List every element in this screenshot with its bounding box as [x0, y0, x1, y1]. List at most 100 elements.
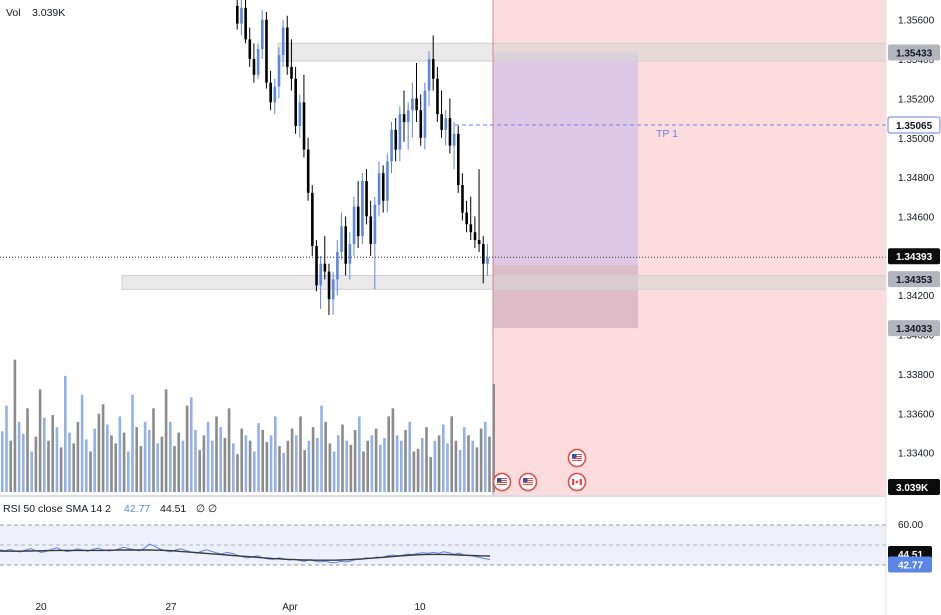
volume-bar [110, 435, 113, 492]
volume-bar [433, 440, 437, 492]
candle-body [365, 181, 368, 217]
volume-bar [400, 440, 403, 492]
us-flag-icon[interactable] [518, 472, 538, 492]
volume-bar [320, 405, 323, 492]
price-tick-label: 1.33800 [898, 370, 935, 381]
candle-body [482, 244, 485, 264]
volume-bar [152, 408, 155, 492]
us-flag-icon[interactable] [567, 448, 587, 468]
volume-bar [34, 436, 38, 492]
volume-bar [118, 416, 122, 492]
candle-body [390, 129, 393, 162]
volume-bar [160, 436, 164, 492]
volume-bar [370, 435, 374, 492]
volume-bar [80, 394, 84, 492]
candle-body [348, 244, 352, 264]
volume-bar [328, 443, 332, 492]
volume-bar [227, 408, 231, 492]
candle-body [281, 27, 285, 56]
volume-bar [181, 440, 185, 492]
us-flag-icon[interactable] [492, 472, 512, 492]
supply-zone[interactable] [277, 42, 887, 62]
volume-bar [135, 427, 138, 492]
candle-body [369, 216, 373, 245]
candle-body [269, 82, 272, 103]
candle-body [290, 66, 293, 79]
volume-bar [408, 421, 411, 492]
candle-body [386, 161, 389, 201]
time-tick-label: Apr [282, 602, 298, 613]
volume-bar [143, 421, 147, 492]
volume-bar [173, 446, 176, 492]
volume-bar [68, 432, 71, 492]
candle-body [323, 263, 327, 272]
vol-label: Vol [6, 7, 21, 19]
target-zone[interactable] [493, 52, 638, 266]
volume-bar [236, 454, 239, 492]
volume-bar [5, 405, 8, 492]
svg-text:42.77: 42.77 [898, 561, 923, 572]
candle-body [252, 59, 256, 75]
price-tick-label: 1.35600 [898, 16, 935, 27]
candle-body [311, 192, 314, 246]
volume-bar [290, 428, 294, 493]
volume-bar [450, 416, 453, 492]
volume-bar [337, 435, 340, 492]
volume-bar [416, 448, 420, 492]
volume-bar [47, 440, 50, 492]
volume-bar [139, 446, 143, 492]
candle-body [477, 240, 481, 245]
svg-text:1.34353: 1.34353 [896, 275, 933, 286]
rsi-sma-line [0, 549, 491, 561]
tp-price-tag: 1.35065 [887, 116, 941, 134]
candle-body [315, 246, 318, 286]
volume-bar [404, 429, 407, 492]
volume-bar [467, 435, 470, 492]
volume-bar [374, 428, 378, 493]
volume-bar [194, 429, 197, 492]
candle-body [457, 133, 460, 185]
volume-bar [38, 389, 42, 492]
volume-bar [492, 384, 495, 492]
candle-body [452, 133, 456, 146]
candle-body [344, 226, 348, 264]
volume-bar [282, 452, 285, 493]
vol-value: 3.039K [32, 7, 65, 19]
time-axis[interactable]: 20 27 Apr 10 [35, 602, 426, 613]
candle-body [236, 5, 239, 24]
event-icons[interactable] [492, 448, 587, 492]
candle-body [377, 173, 381, 205]
volume-bar [185, 405, 189, 492]
candle-body [256, 49, 260, 75]
entry-risk-zone[interactable] [493, 265, 638, 329]
time-tick-label: 10 [414, 602, 426, 613]
volume-bar [412, 451, 416, 492]
volume-bar [232, 443, 235, 492]
candle-body [356, 206, 360, 237]
price-tick-label: 1.35000 [898, 134, 935, 145]
candle-body [440, 114, 443, 130]
volume-bar [223, 438, 227, 492]
rsi-value-tag: 42.77 [888, 556, 932, 573]
volume-tag: 3.039K [888, 479, 940, 495]
demand-zone[interactable] [121, 275, 887, 290]
svg-text:1.35065: 1.35065 [896, 121, 933, 132]
candle-body [277, 55, 281, 87]
svg-text:1.34393: 1.34393 [896, 252, 933, 263]
volume-bar [479, 428, 483, 493]
volume-bar [240, 428, 243, 493]
volume-bar [101, 404, 105, 493]
candle-body [336, 251, 339, 280]
volume-bar [366, 440, 369, 492]
volume-bar [471, 440, 474, 492]
rsi-sma-value: 44.51 [160, 503, 186, 515]
volume-bar [26, 408, 29, 492]
price-axis[interactable]: 1.356001.354001.352001.350001.348001.346… [898, 16, 935, 460]
volume-bar [72, 443, 75, 492]
volume-bar [269, 435, 273, 492]
candle-body [261, 19, 264, 50]
time-tick-label: 20 [35, 602, 47, 613]
ca-flag-icon[interactable] [567, 472, 587, 492]
